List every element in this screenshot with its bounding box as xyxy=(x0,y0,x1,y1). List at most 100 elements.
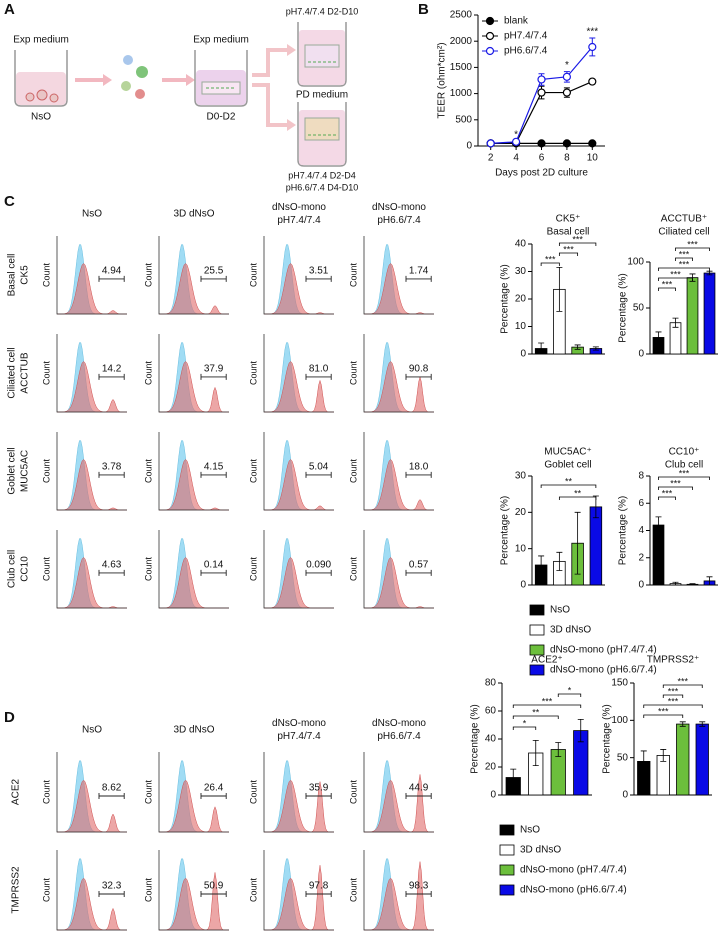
column-header: pH6.6/7.4 xyxy=(377,731,421,742)
cell xyxy=(36,89,48,101)
significance-bracket xyxy=(658,496,676,500)
significance-bracket xyxy=(558,252,579,256)
significance-bracket xyxy=(512,726,537,730)
axis-label: Count xyxy=(143,459,153,484)
x-tick-label: 2 xyxy=(488,153,494,164)
gate xyxy=(200,373,227,380)
axis-label: Count xyxy=(348,263,358,288)
x-tick-label: 6 xyxy=(539,153,545,164)
legend-label: 3D dNsO xyxy=(520,845,561,856)
histogram-sample xyxy=(57,557,127,609)
chart-subtitle: Goblet cell xyxy=(544,460,591,471)
column-header: pH7.4/7.4 xyxy=(277,731,321,742)
insert xyxy=(304,44,340,68)
gate-percentage: 14.2 xyxy=(102,364,122,375)
histogram-axes xyxy=(158,236,229,315)
column-header: pH6.6/7.4 xyxy=(377,215,421,226)
y-axis-label: Percentage (%) xyxy=(618,273,629,342)
gate xyxy=(405,569,432,576)
chart-subtitle: Basal cell xyxy=(547,227,590,238)
histogram-axes xyxy=(263,236,334,315)
histogram-sample xyxy=(57,361,127,413)
legend-swatch xyxy=(529,644,545,656)
legend-label: NsO xyxy=(550,605,570,616)
histogram-sample xyxy=(264,361,334,413)
cell xyxy=(136,66,148,78)
histogram-axes xyxy=(158,334,229,413)
histogram-axes xyxy=(56,752,127,833)
legend-label: pH6.6/7.4 xyxy=(504,46,548,57)
gate-percentage: 3.78 xyxy=(102,462,122,473)
y-axis-label: Percentage (%) xyxy=(500,264,511,333)
legend-swatch xyxy=(529,664,545,676)
significance: *** xyxy=(677,676,688,686)
histogram-axes xyxy=(56,850,127,931)
y-tick-label: 50 xyxy=(633,303,645,314)
histogram-sample xyxy=(364,557,434,609)
gate xyxy=(98,471,125,478)
error-bar xyxy=(574,344,581,350)
chart-title: ACCTUB⁺ xyxy=(661,214,707,225)
row-label: Ciliated cell xyxy=(7,347,18,398)
significance-bracket xyxy=(658,267,710,271)
schematic-label: Exp medium xyxy=(193,35,249,46)
y-tick-label: 8 xyxy=(638,471,644,482)
y-tick-label: 20 xyxy=(485,762,497,773)
schematic-label: pH7.4/7.4 D2-D4 xyxy=(288,170,356,180)
error-bar xyxy=(706,576,713,586)
axis-label: Count xyxy=(348,459,358,484)
y-tick-label: 2000 xyxy=(450,36,473,47)
legend-swatch xyxy=(529,604,545,616)
legend-label: dNsO-mono (pH7.4/7.4) xyxy=(520,865,627,876)
panel-label: C xyxy=(4,193,15,210)
histogram-sample xyxy=(57,263,127,315)
histogram-sample xyxy=(264,459,334,511)
significance-bracket xyxy=(662,684,703,688)
gate-percentage: 18.0 xyxy=(409,462,429,473)
dish xyxy=(194,50,248,107)
histogram-axes xyxy=(158,850,229,931)
row-label: Goblet cell xyxy=(7,447,18,494)
histogram-sample xyxy=(264,865,334,931)
gate xyxy=(305,793,332,799)
point xyxy=(588,42,597,52)
legend-label: pH7.4/7.4 xyxy=(504,31,548,42)
gate-percentage: 50.9 xyxy=(204,881,224,892)
legend-label: blank xyxy=(504,16,529,27)
histogram-axes xyxy=(263,432,334,511)
significance-bracket xyxy=(675,247,710,251)
schematic xyxy=(14,22,347,167)
error-bar xyxy=(655,331,662,344)
column-header: dNsO-mono xyxy=(272,718,326,729)
significance: *** xyxy=(545,254,556,264)
y-tick-label: 100 xyxy=(611,715,628,726)
y-tick-label: 60 xyxy=(485,706,497,717)
arrow-head xyxy=(103,74,112,86)
axis-label: Count xyxy=(143,780,153,805)
gate xyxy=(200,471,227,478)
significance: *** xyxy=(670,269,681,279)
histogram-sample xyxy=(57,459,127,511)
significance: *** xyxy=(542,696,553,706)
histogram-axes xyxy=(363,334,434,413)
y-axis-label: Percentage (%) xyxy=(470,704,481,773)
bar xyxy=(686,277,699,355)
row-label: TMPRSS2 xyxy=(11,866,22,914)
error-bar xyxy=(689,583,696,586)
significance: * xyxy=(514,129,518,140)
point xyxy=(537,75,546,84)
legend-swatch xyxy=(499,844,515,856)
y-tick-label: 4 xyxy=(638,525,644,536)
gate-percentage: 1.74 xyxy=(409,266,429,277)
y-axis-label: Percentage (%) xyxy=(618,496,629,565)
gate-percentage: 44.9 xyxy=(409,783,429,794)
legend-label: dNsO-mono (pH6.6/7.4) xyxy=(520,885,627,896)
gate xyxy=(200,569,227,576)
arrow-head xyxy=(186,74,195,86)
legend-marker xyxy=(485,16,495,26)
histogram-sample xyxy=(264,263,334,315)
gate xyxy=(305,891,332,897)
histogram-sample xyxy=(159,872,229,931)
x-axis-label: Days post 2D culture xyxy=(495,168,588,179)
y-tick-label: 50 xyxy=(617,752,629,763)
